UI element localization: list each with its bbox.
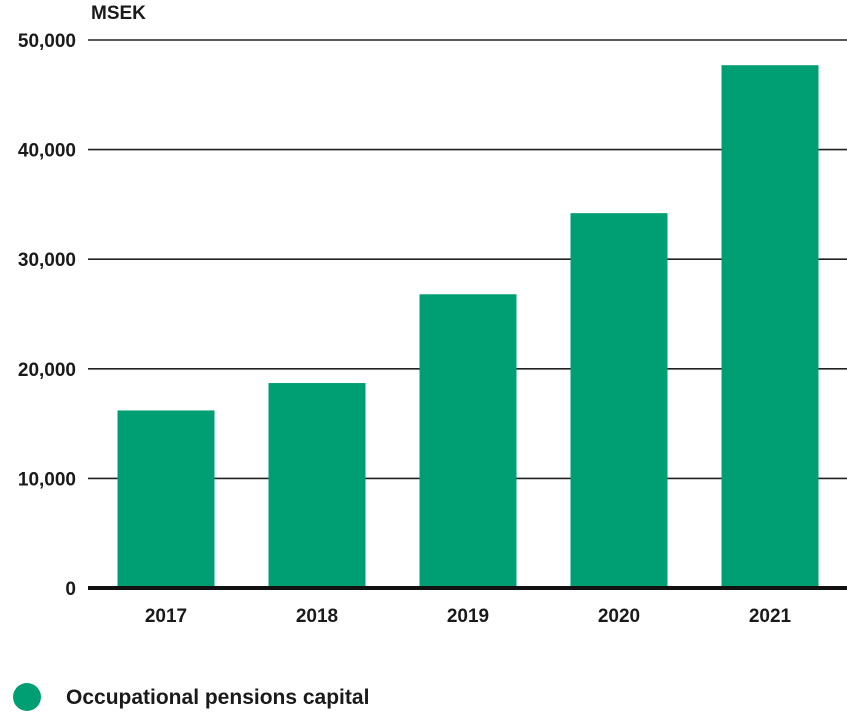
x-axis-tick-labels: 2017 2018 2019 2020 2021 [145, 606, 792, 627]
x-tick-label-2018: 2018 [296, 606, 338, 627]
bar-2021 [721, 65, 819, 588]
y-tick-label: 0 [65, 579, 76, 600]
y-tick-label: 30,000 [18, 250, 76, 271]
x-tick-label-2019: 2019 [447, 606, 489, 627]
legend: Occupational pensions capital [13, 683, 369, 711]
bars [117, 65, 819, 588]
x-tick-label-2020: 2020 [598, 606, 640, 627]
bar-2019 [419, 294, 517, 588]
gridlines [88, 39, 847, 480]
y-tick-label: 40,000 [18, 141, 76, 162]
x-tick-label-2021: 2021 [749, 606, 792, 627]
y-axis-tick-labels: 0 10,000 20,000 30,000 40,000 50,000 [18, 31, 76, 600]
bar-2020 [570, 213, 668, 588]
bar-2017 [117, 410, 215, 588]
y-tick-label: 20,000 [18, 360, 76, 381]
y-axis-unit-label: MSEK [91, 3, 146, 24]
y-tick-label: 10,000 [18, 469, 76, 490]
x-tick-label-2017: 2017 [145, 606, 187, 627]
bar-2018 [268, 383, 366, 588]
legend-swatch-occupational-pensions-capital [13, 683, 41, 711]
y-tick-label: 50,000 [18, 31, 76, 52]
legend-label-occupational-pensions-capital: Occupational pensions capital [66, 686, 369, 709]
